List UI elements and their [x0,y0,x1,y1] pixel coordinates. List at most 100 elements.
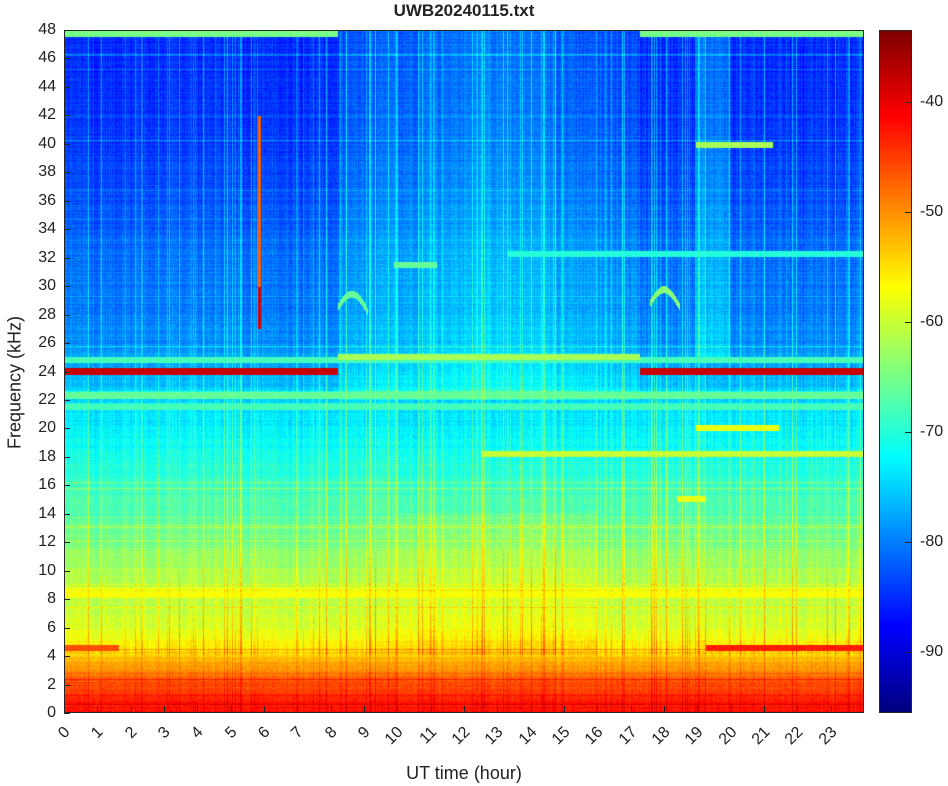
x-tick-mark [164,706,165,712]
x-tick-label: 14 [515,723,541,749]
colorbar-tick-mark [905,211,911,213]
x-tick-label: 23 [815,723,841,749]
colorbar [879,30,912,713]
y-tick-mark [64,570,70,572]
colorbar-tick-mark [905,432,911,434]
x-tick-label: 17 [615,723,641,749]
x-tick-mark [430,706,432,712]
y-tick-mark [64,229,70,231]
x-tick-label: 5 [221,723,241,742]
y-tick-mark [64,286,70,288]
y-tick-label: 22 [38,390,56,408]
spectrogram-heatmap [65,31,863,712]
x-tick-mark [364,706,365,712]
y-tick-label: 4 [47,647,56,665]
y-tick-mark [64,371,70,373]
y-tick-label: 18 [38,447,56,465]
y-tick-label: 34 [38,220,56,238]
y-tick-mark [64,257,70,259]
x-tick-label: 16 [582,723,607,749]
x-tick-label: 12 [448,723,474,749]
x-tick-label: 22 [782,723,807,749]
colorbar-tick-label: -80 [920,533,944,551]
colorbar-tick-mark [905,652,911,654]
y-tick-label: 2 [47,675,56,693]
y-tick-mark [64,542,70,544]
x-tick-mark [564,706,565,712]
x-tick-mark [630,706,632,712]
y-tick-label: 0 [47,704,56,721]
y-tick-mark [64,399,70,401]
x-tick-mark [264,706,265,712]
x-tick-label: 19 [682,723,707,749]
x-tick-label: 20 [715,723,741,749]
x-tick-mark [97,706,99,712]
y-tick-mark [64,115,70,117]
colorbar-tick-label: -60 [920,312,944,330]
y-tick-mark [64,172,70,174]
y-tick-mark [64,58,70,60]
x-tick-label: 6 [255,723,274,742]
y-tick-mark [64,86,70,88]
y-tick-label: 16 [38,476,56,494]
y-tick-label: 24 [38,362,56,380]
y-tick-mark [64,428,70,430]
x-tick-mark [664,706,665,712]
y-tick-mark [64,684,70,686]
x-tick-label: 9 [355,723,374,742]
y-tick-mark [64,30,70,31]
x-tick-mark [197,706,199,712]
x-tick-label: 7 [288,723,307,742]
y-tick-label: 30 [38,277,56,295]
y-tick-mark [64,599,70,601]
y-tick-mark [64,456,70,458]
x-tick-mark [697,706,699,712]
colorbar-gradient [880,31,911,712]
y-tick-mark [64,627,70,629]
x-tick-label: 11 [416,723,440,748]
y-tick-mark [64,314,70,316]
x-tick-label: 2 [121,723,141,742]
x-tick-mark [497,706,499,712]
x-tick-mark [764,706,765,712]
colorbar-tick-label: -70 [920,423,944,441]
y-tick-label: 42 [38,106,56,124]
y-tick-label: 28 [38,305,56,323]
x-tick-label: 13 [482,723,507,749]
y-tick-label: 44 [38,77,56,95]
x-tick-mark [464,706,465,712]
x-tick-mark [830,706,832,712]
spectrogram-plot-area [64,30,864,713]
colorbar-tick-label: -50 [920,202,944,220]
x-tick-mark [64,706,65,712]
y-tick-label: 14 [38,504,56,522]
y-tick-mark [64,656,70,658]
x-tick-label: 4 [188,723,207,742]
x-tick-mark [597,706,599,712]
y-tick-label: 32 [38,248,56,266]
x-tick-label: 10 [382,723,407,749]
x-tick-mark [730,706,732,712]
x-tick-mark [330,706,332,712]
x-tick-mark [530,706,532,712]
chart-title: UWB20240115.txt [393,1,535,20]
y-tick-label: 10 [38,561,56,579]
x-tick-label: 8 [321,723,341,742]
x-tick-mark [797,706,799,712]
x-tick-mark [230,706,232,712]
colorbar-tick-label: -40 [920,92,944,110]
y-tick-label: 26 [38,334,56,352]
x-tick-label: 1 [88,723,107,742]
x-tick-mark [130,706,132,712]
y-tick-mark [64,343,70,345]
colorbar-tick-mark [905,101,911,103]
colorbar-tick-label: -90 [920,643,944,661]
y-tick-mark [64,513,70,515]
y-tick-label: 36 [38,191,56,209]
x-tick-label: 3 [155,723,174,742]
y-tick-mark [64,713,70,714]
y-tick-label: 12 [38,533,56,551]
y-tick-label: 6 [47,618,56,636]
y-tick-mark [64,200,70,202]
y-tick-label: 48 [38,21,56,38]
